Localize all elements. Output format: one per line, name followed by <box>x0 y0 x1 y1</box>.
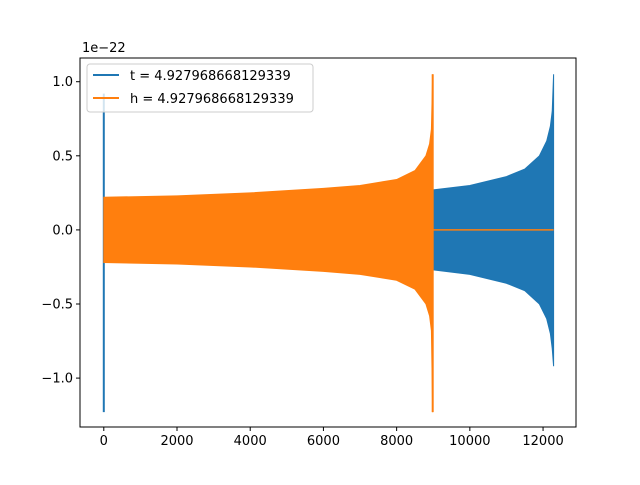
x-tick-label: 0 <box>100 434 108 449</box>
series-h <box>103 74 554 413</box>
legend: t = 4.927968668129339 h = 4.927968668129… <box>86 63 314 113</box>
y-axis: 1.0 0.5 0.0 −0.5 −1.0 <box>41 75 80 387</box>
x-tick-label: 6000 <box>307 434 340 449</box>
legend-label-h: h = 4.927968668129339 <box>130 92 294 107</box>
y-offset-label: 1e−22 <box>82 41 126 56</box>
legend-label-t: t = 4.927968668129339 <box>130 69 291 84</box>
y-tick-label: −1.0 <box>41 372 73 387</box>
series-h-envelope <box>103 74 434 413</box>
x-tick-label: 4000 <box>234 434 267 449</box>
x-tick-label: 12000 <box>522 434 563 449</box>
plot-area <box>102 74 555 413</box>
legend-frame <box>86 63 314 113</box>
y-tick-label: −0.5 <box>41 298 73 313</box>
x-tick-label: 10000 <box>449 434 490 449</box>
x-tick-label: 2000 <box>160 434 193 449</box>
x-tick-label: 8000 <box>380 434 413 449</box>
x-axis: 0 2000 4000 6000 8000 10000 12000 <box>100 427 564 449</box>
y-tick-label: 1.0 <box>52 75 73 90</box>
y-tick-label: 0.0 <box>52 223 73 238</box>
axes-frame <box>79 57 577 428</box>
y-tick-label: 0.5 <box>52 149 73 164</box>
